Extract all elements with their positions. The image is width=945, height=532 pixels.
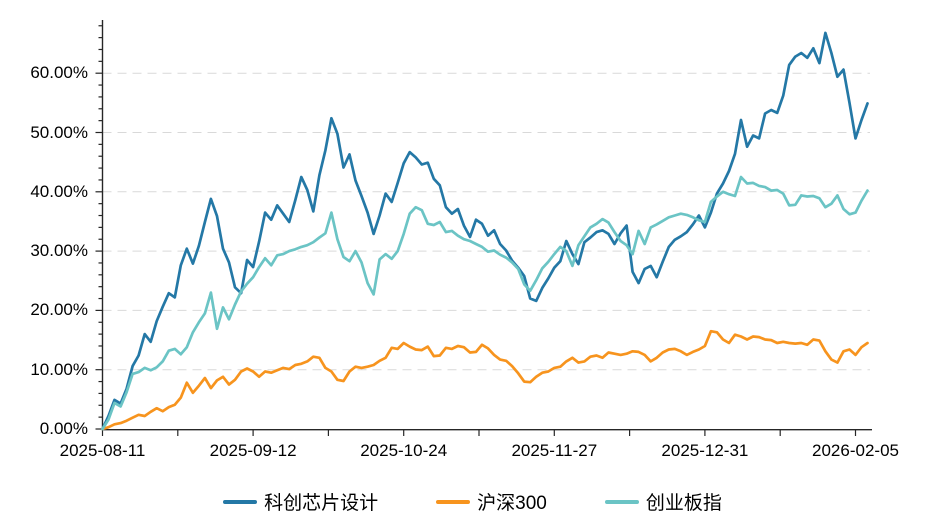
y-axis-label: 60.00%	[30, 63, 88, 83]
y-axis-label: 10.00%	[30, 359, 88, 379]
legend-label: 沪深300	[477, 493, 547, 514]
x-axis-label: 2026-02-05	[812, 441, 899, 460]
legend-item-csi300[interactable]: 沪深300	[436, 488, 547, 515]
y-axis-label: 0.00%	[39, 419, 88, 438]
legend-line-swatch	[223, 499, 258, 504]
legend-item-chinext[interactable]: 创业板指	[604, 488, 722, 515]
y-axis-label: 20.00%	[30, 300, 88, 320]
legend-line-swatch	[604, 499, 639, 504]
legend-label: 科创芯片设计	[264, 493, 379, 514]
series-line-沪深300	[101, 329, 869, 431]
x-axis-label: 2025-10-24	[360, 441, 448, 460]
legend-label: 创业板指	[645, 493, 722, 514]
y-axis-label: 40.00%	[30, 181, 88, 201]
legend-item-kechuang-chip-design[interactable]: 科创芯片设计	[223, 488, 378, 515]
x-axis-label: 2025-11-27	[511, 441, 598, 460]
series-line-创业板指	[101, 175, 869, 431]
x-axis-label: 2025-09-12	[209, 441, 297, 460]
chart-legend: 科创芯片设计 沪深300 创业板指	[0, 488, 945, 515]
series-line-科创芯片设计	[101, 31, 869, 431]
x-axis-label: 2025-12-31	[661, 441, 749, 460]
legend-line-swatch	[436, 499, 471, 504]
x-axis-label: 2025-08-11	[59, 441, 146, 460]
y-axis-label: 50.00%	[30, 122, 88, 142]
y-axis-label: 30.00%	[30, 241, 88, 261]
